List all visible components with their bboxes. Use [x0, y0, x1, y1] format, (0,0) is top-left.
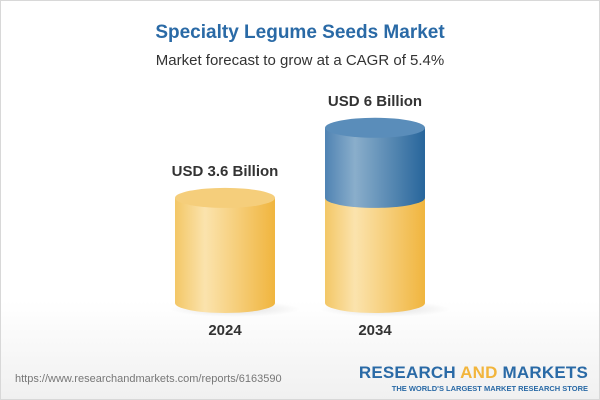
cylinder-top-2034: [325, 117, 425, 138]
research-and-markets-logo: RESEARCH AND MARKETS THE WORLD'S LARGEST…: [358, 363, 588, 394]
x-tick-label: 2034: [358, 322, 392, 339]
data-label: USD 3.6 Billion: [172, 163, 279, 180]
cylinder-top-2024: [175, 187, 275, 208]
source-url[interactable]: https://www.researchandmarkets.com/repor…: [15, 373, 282, 385]
cylinder-growth-segment-2034: [325, 127, 425, 208]
chart-subtitle: Market forecast to grow at a CAGR of 5.4…: [155, 52, 445, 69]
cylinder-body-2024: [175, 197, 275, 313]
data-label: USD 6 Billion: [328, 93, 422, 110]
chart-title: Specialty Legume Seeds Market: [155, 22, 445, 43]
x-tick-label: 2024: [208, 322, 242, 339]
cylinder-base-segment-2034: [325, 197, 425, 313]
